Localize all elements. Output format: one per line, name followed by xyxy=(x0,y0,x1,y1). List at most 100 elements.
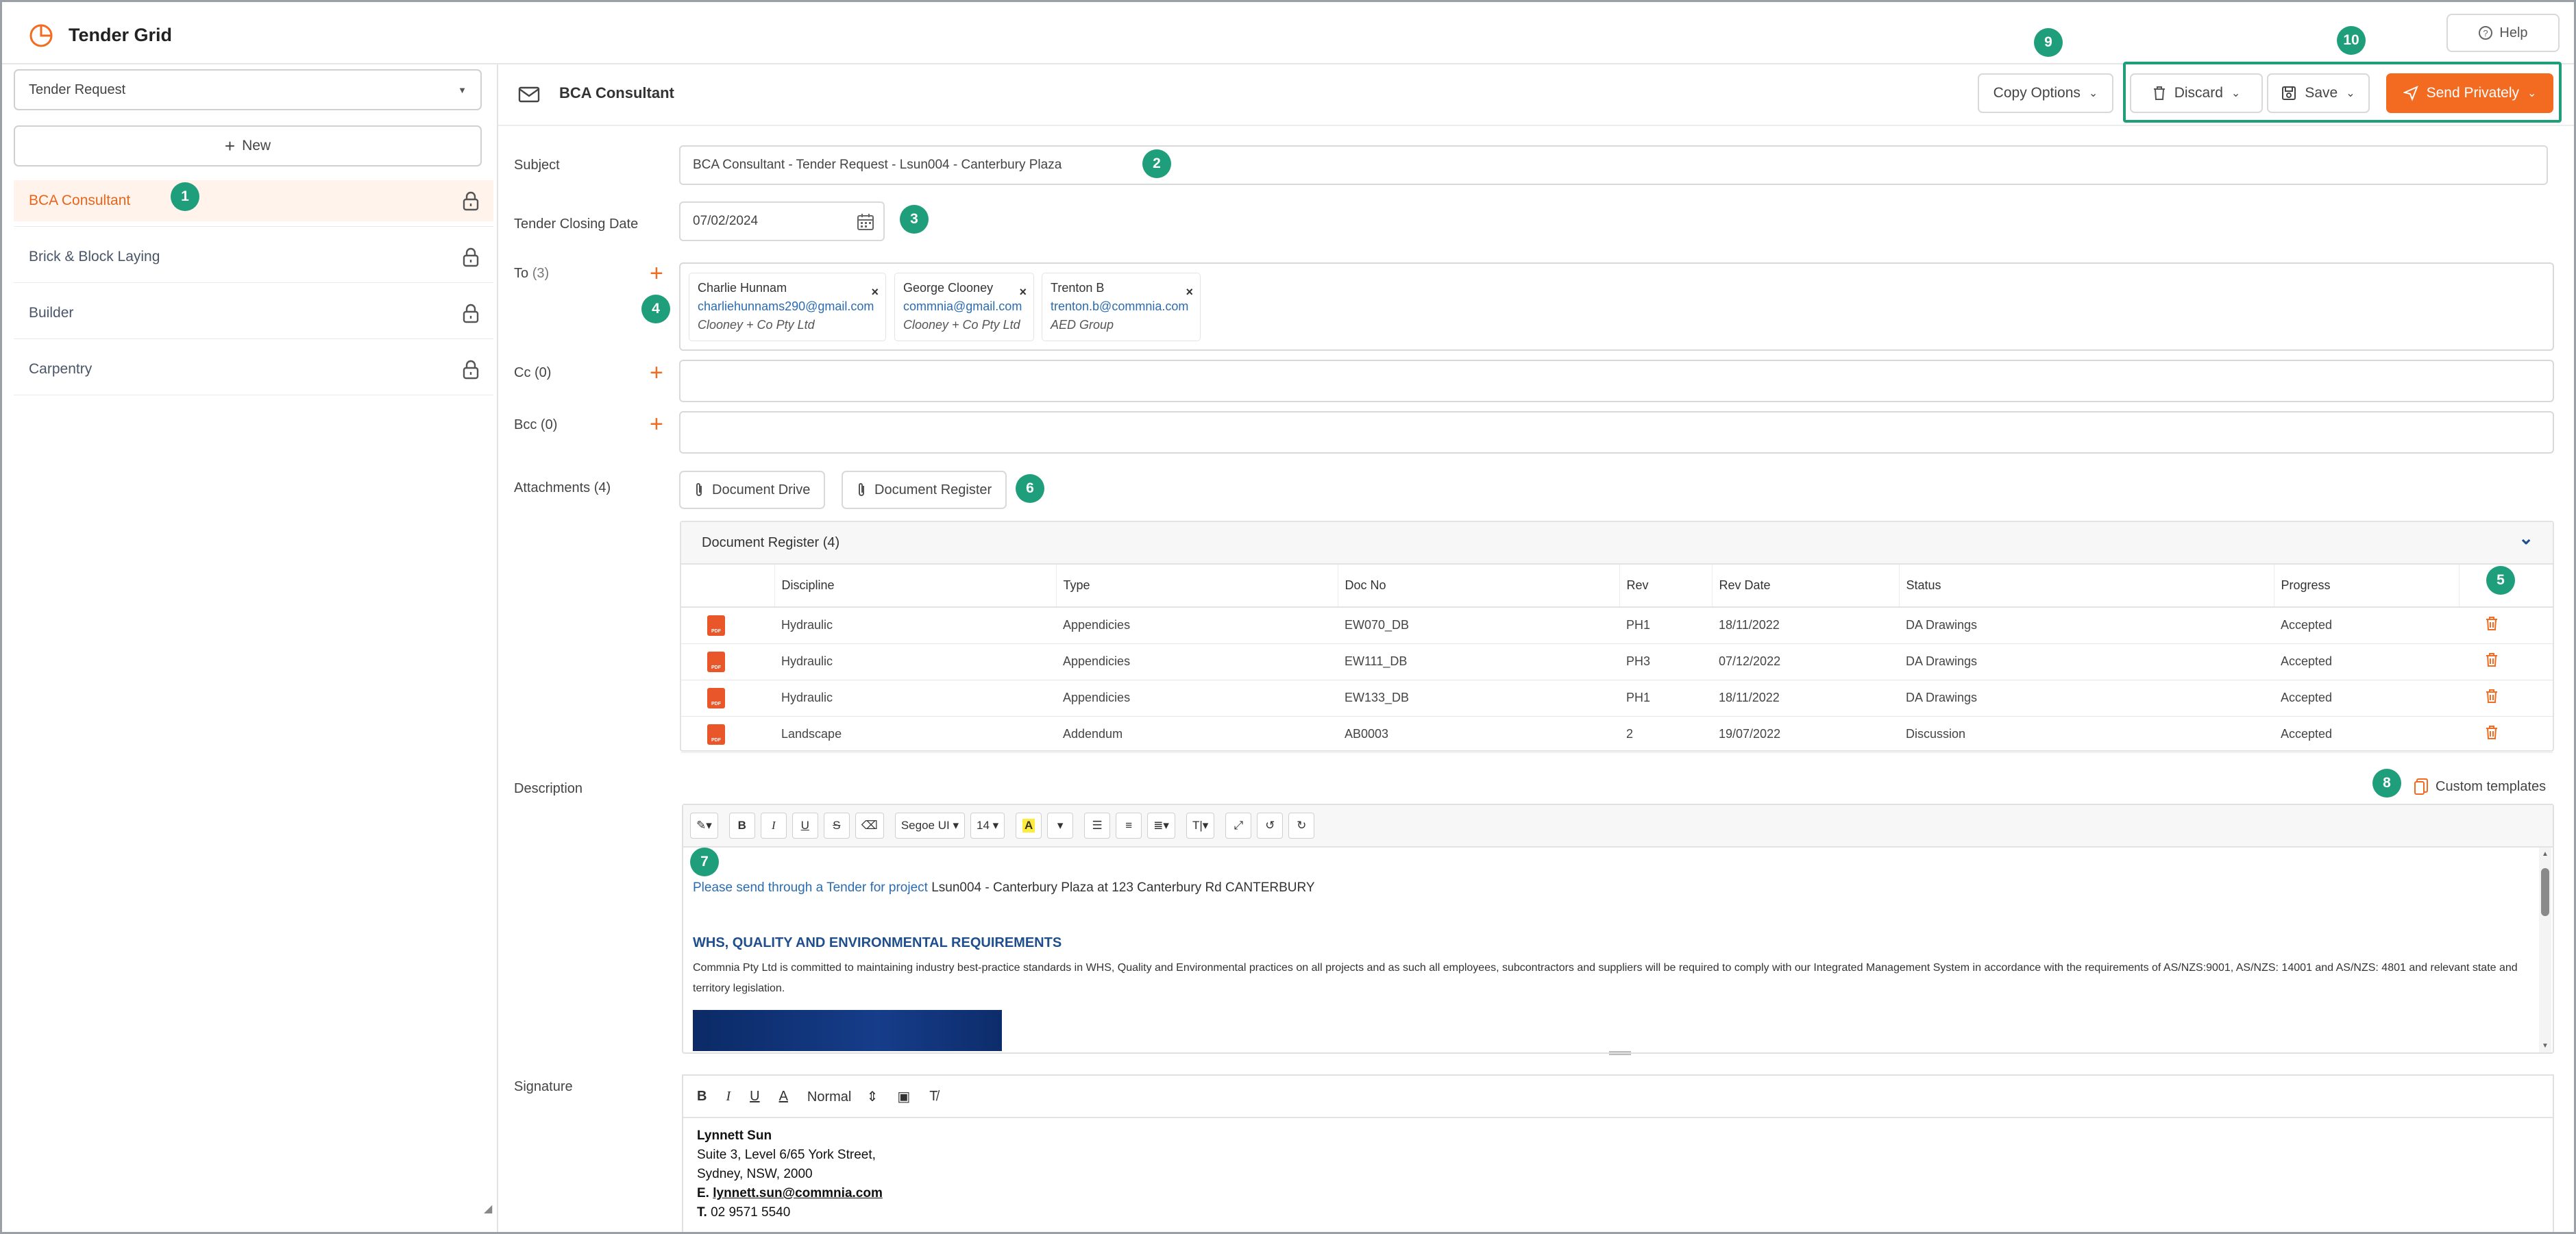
cc-field[interactable] xyxy=(679,360,2554,402)
delete-icon[interactable] xyxy=(2485,724,2499,741)
sig-underline-button[interactable]: U xyxy=(750,1088,760,1104)
remove-recipient-icon[interactable]: × xyxy=(1186,285,1193,299)
column-header[interactable]: Type xyxy=(1055,565,1338,608)
column-header[interactable]: Rev Date xyxy=(1711,565,1899,608)
bold-button[interactable]: B xyxy=(728,813,755,839)
editor-content[interactable]: Please send through a Tender for project… xyxy=(683,848,2553,1052)
custom-templates-link[interactable]: Custom templates xyxy=(2414,778,2546,795)
subject-input[interactable]: BCA Consultant - Tender Request - Lsun00… xyxy=(679,145,2548,185)
document-register-button[interactable]: Document Register xyxy=(842,471,1007,509)
sig-style-select[interactable]: Normal ⇕ xyxy=(807,1089,879,1105)
new-button[interactable]: + New xyxy=(14,125,482,166)
column-header[interactable]: Doc No xyxy=(1337,565,1619,608)
document-register-header[interactable]: Document Register (4) ⌄ xyxy=(681,522,2553,565)
resize-handle-icon[interactable]: ◢ xyxy=(484,1203,493,1215)
table-row[interactable]: PDF Hydraulic Appendicies EW070_DB PH1 1… xyxy=(681,607,2553,644)
recipient-chip[interactable]: George Clooney commnia@gmail.com Clooney… xyxy=(894,273,1034,341)
column-header[interactable]: Status xyxy=(1898,565,2274,608)
bullet-list-button[interactable]: ☰ xyxy=(1084,813,1111,839)
font-family-select[interactable]: Segoe UI ▾ xyxy=(894,813,965,839)
numbered-list-button[interactable]: ≡ xyxy=(1116,813,1142,839)
lock-icon[interactable] xyxy=(462,247,480,268)
sig-clear-format-icon[interactable]: T̸ xyxy=(929,1088,938,1104)
sidebar-item-bca-consultant[interactable]: BCA Consultant xyxy=(14,180,493,221)
sidebar-item-builder[interactable]: Builder xyxy=(14,293,493,334)
sidebar xyxy=(0,64,498,1234)
add-bcc-button[interactable]: + xyxy=(650,411,663,437)
editor-scrollbar[interactable]: ▲ ▼ xyxy=(2539,848,2551,1052)
delete-icon[interactable] xyxy=(2485,652,2499,668)
recipient-chip[interactable]: Charlie Hunnam charliehunnams290@gmail.c… xyxy=(689,273,886,341)
delete-icon[interactable] xyxy=(2485,688,2499,704)
closing-date-label: Tender Closing Date xyxy=(514,217,639,232)
signature-label: Signature xyxy=(514,1079,573,1094)
pdf-file-icon[interactable]: PDF xyxy=(707,724,725,745)
font-size-select[interactable]: 14 ▾ xyxy=(970,813,1005,839)
lock-icon[interactable] xyxy=(462,304,480,324)
sig-image-icon[interactable]: ▣ xyxy=(897,1089,911,1105)
attachments-count: (4) xyxy=(593,480,611,495)
send-privately-button[interactable]: Send Privately ⌄ xyxy=(2386,73,2553,113)
add-to-recipient-button[interactable]: + xyxy=(650,260,663,286)
bcc-count: (0) xyxy=(540,417,558,432)
editor-resize-grip[interactable] xyxy=(1609,1051,1631,1055)
sig-italic-button[interactable]: I xyxy=(726,1088,731,1104)
delete-icon[interactable] xyxy=(2485,615,2499,632)
step-badge-2: 2 xyxy=(1142,149,1171,178)
remove-recipient-icon[interactable]: × xyxy=(871,285,879,299)
project-link[interactable]: Please send through a Tender for project xyxy=(693,880,928,895)
text-style-button[interactable]: T|▾ xyxy=(1186,813,1215,839)
recipient-chip[interactable]: Trenton B trenton.b@commnia.com AED Grou… xyxy=(1042,273,1201,341)
calendar-icon[interactable] xyxy=(856,212,875,232)
document-drive-button[interactable]: Document Drive xyxy=(679,471,826,509)
scroll-up-icon[interactable]: ▲ xyxy=(2542,850,2549,858)
pdf-file-icon[interactable]: PDF xyxy=(707,687,725,708)
strikethrough-button[interactable]: S xyxy=(823,813,850,839)
save-button[interactable]: Save ⌄ xyxy=(2267,73,2370,113)
scrollbar-thumb[interactable] xyxy=(2541,868,2549,916)
bcc-label-text: Bcc xyxy=(514,417,537,432)
signature-content[interactable]: Lynnett Sun Suite 3, Level 6/65 York Str… xyxy=(683,1118,2553,1231)
sidebar-item-carpentry[interactable]: Carpentry xyxy=(14,349,493,390)
redo-button[interactable]: ↻ xyxy=(1288,813,1315,839)
pdf-file-icon[interactable]: PDF xyxy=(707,651,725,672)
closing-date-input[interactable]: 07/02/2024 xyxy=(679,201,885,241)
highlight-color-button[interactable]: A xyxy=(1016,813,1042,839)
bcc-field[interactable] xyxy=(679,411,2554,454)
undo-button[interactable]: ↺ xyxy=(1257,813,1284,839)
column-header[interactable]: Progress xyxy=(2273,565,2459,608)
step-badge-8: 8 xyxy=(2372,769,2401,798)
sidebar-item-brick-block-laying[interactable]: Brick & Block Laying xyxy=(14,236,493,277)
align-button[interactable]: ≣▾ xyxy=(1147,813,1175,839)
pdf-file-icon[interactable]: PDF xyxy=(707,615,725,636)
help-button[interactable]: ? Help xyxy=(2446,14,2560,52)
fullscreen-button[interactable]: ⤢ xyxy=(1225,813,1252,839)
copy-options-button[interactable]: Copy Options ⌄ xyxy=(1978,73,2113,113)
sig-bold-button[interactable]: B xyxy=(697,1088,707,1104)
italic-button[interactable]: I xyxy=(760,813,787,839)
remove-recipient-icon[interactable]: × xyxy=(1019,285,1027,299)
sidebar-divider xyxy=(14,282,493,283)
lock-icon[interactable] xyxy=(462,191,480,212)
color-dropdown-button[interactable]: ▾ xyxy=(1047,813,1074,839)
sig-name: Lynnett Sun xyxy=(697,1128,772,1143)
clear-format-button[interactable]: ⌫ xyxy=(855,813,884,839)
sig-text-color-button[interactable]: A xyxy=(778,1088,788,1104)
scroll-down-icon[interactable]: ▼ xyxy=(2542,1042,2549,1050)
column-header[interactable]: Discipline xyxy=(774,565,1056,608)
table-cell: 18/11/2022 xyxy=(1712,680,1899,717)
table-row[interactable]: PDF Landscape Addendum AB0003 2 19/07/20… xyxy=(681,716,2553,753)
send-icon xyxy=(2403,86,2418,101)
table-row[interactable]: PDF Hydraulic Appendicies EW111_DB PH3 0… xyxy=(681,643,2553,680)
add-cc-button[interactable]: + xyxy=(650,360,663,386)
magic-style-button[interactable]: ✎▾ xyxy=(690,813,718,839)
underline-button[interactable]: U xyxy=(792,813,818,839)
table-cell: Discussion xyxy=(1899,716,2274,753)
sig-email-link[interactable]: lynnett.sun@commnia.com xyxy=(713,1186,883,1200)
discard-button[interactable]: Discard ⌄ xyxy=(2130,73,2263,113)
column-header[interactable]: Rev xyxy=(1619,565,1712,608)
collapse-chevron-icon[interactable]: ⌄ xyxy=(2518,528,2534,548)
table-row[interactable]: PDF Hydraulic Appendicies EW133_DB PH1 1… xyxy=(681,680,2553,717)
lock-icon[interactable] xyxy=(462,360,480,380)
template-select[interactable]: Tender Request ▼ xyxy=(14,69,482,110)
